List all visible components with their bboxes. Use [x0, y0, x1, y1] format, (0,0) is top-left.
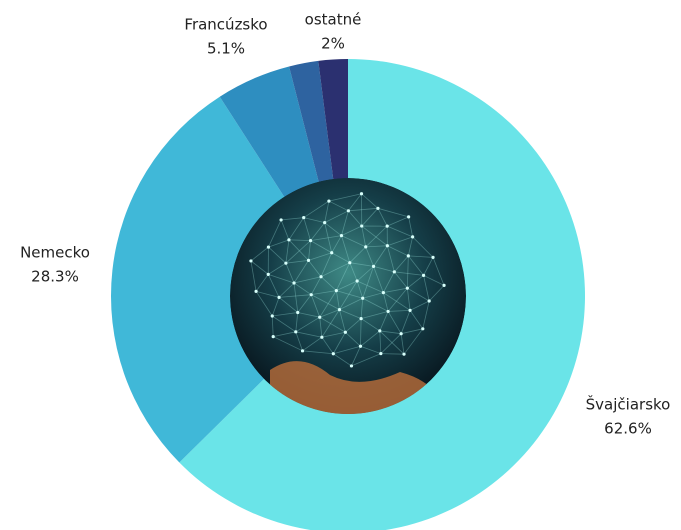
slice-label: ostatné — [305, 11, 362, 29]
network-node — [364, 245, 367, 248]
network-node — [272, 335, 275, 338]
network-node — [372, 265, 375, 268]
network-node — [301, 349, 304, 352]
network-node — [292, 281, 295, 284]
network-node — [271, 314, 274, 317]
network-node — [267, 245, 270, 248]
network-node — [254, 290, 257, 293]
network-node — [249, 259, 252, 262]
network-node — [287, 238, 290, 241]
network-node — [359, 345, 362, 348]
page: {"chart_data": {"type": "donut", "catego… — [0, 0, 681, 530]
network-node — [302, 216, 305, 219]
network-node — [400, 332, 403, 335]
network-node — [411, 235, 414, 238]
network-node — [267, 273, 270, 276]
network-node — [320, 336, 323, 339]
network-node — [407, 254, 410, 257]
network-node — [422, 274, 425, 277]
network-node — [294, 330, 297, 333]
network-node — [379, 352, 382, 355]
network-node — [406, 287, 409, 290]
network-node — [421, 327, 424, 330]
network-node — [279, 218, 282, 221]
network-node — [386, 244, 389, 247]
network-node — [428, 299, 431, 302]
network-node — [378, 329, 381, 332]
network-node — [348, 261, 351, 264]
network-node — [344, 331, 347, 334]
network-node — [360, 224, 363, 227]
network-node — [277, 296, 280, 299]
network-node — [402, 353, 405, 356]
network-node — [382, 291, 385, 294]
network-node — [318, 316, 321, 319]
slice-label: Švajčiarsko — [586, 395, 671, 414]
network-node — [360, 317, 363, 320]
network-node — [361, 297, 364, 300]
network-node — [296, 311, 299, 314]
network-node — [356, 279, 359, 282]
slice-label: Nemecko — [20, 244, 90, 262]
network-node — [407, 215, 410, 218]
network-node — [360, 192, 363, 195]
network-node — [332, 352, 335, 355]
slice-value: 62.6% — [604, 420, 652, 438]
network-node — [327, 199, 330, 202]
network-node — [284, 262, 287, 265]
network-node — [408, 309, 411, 312]
slice-value: 2% — [321, 35, 345, 53]
network-node — [338, 308, 341, 311]
slice-value: 5.1% — [207, 40, 245, 58]
network-node — [310, 293, 313, 296]
network-node — [307, 259, 310, 262]
network-node — [309, 239, 312, 242]
network-node — [330, 251, 333, 254]
network-node — [442, 284, 445, 287]
network-node — [319, 275, 322, 278]
network-node — [386, 225, 389, 228]
network-node — [335, 289, 338, 292]
chart: Švajčiarsko 62.6% Nemecko 28.3% Francúzsko 5.… — [0, 0, 681, 530]
network-node — [387, 310, 390, 313]
slice-value: 28.3% — [31, 268, 79, 286]
network-node — [350, 364, 353, 367]
network-node — [393, 270, 396, 273]
network-node — [323, 221, 326, 224]
network-node — [431, 256, 434, 259]
network-node — [347, 209, 350, 212]
network-node — [340, 234, 343, 237]
slice-label: Francúzsko — [184, 16, 267, 34]
network-node — [376, 207, 379, 210]
